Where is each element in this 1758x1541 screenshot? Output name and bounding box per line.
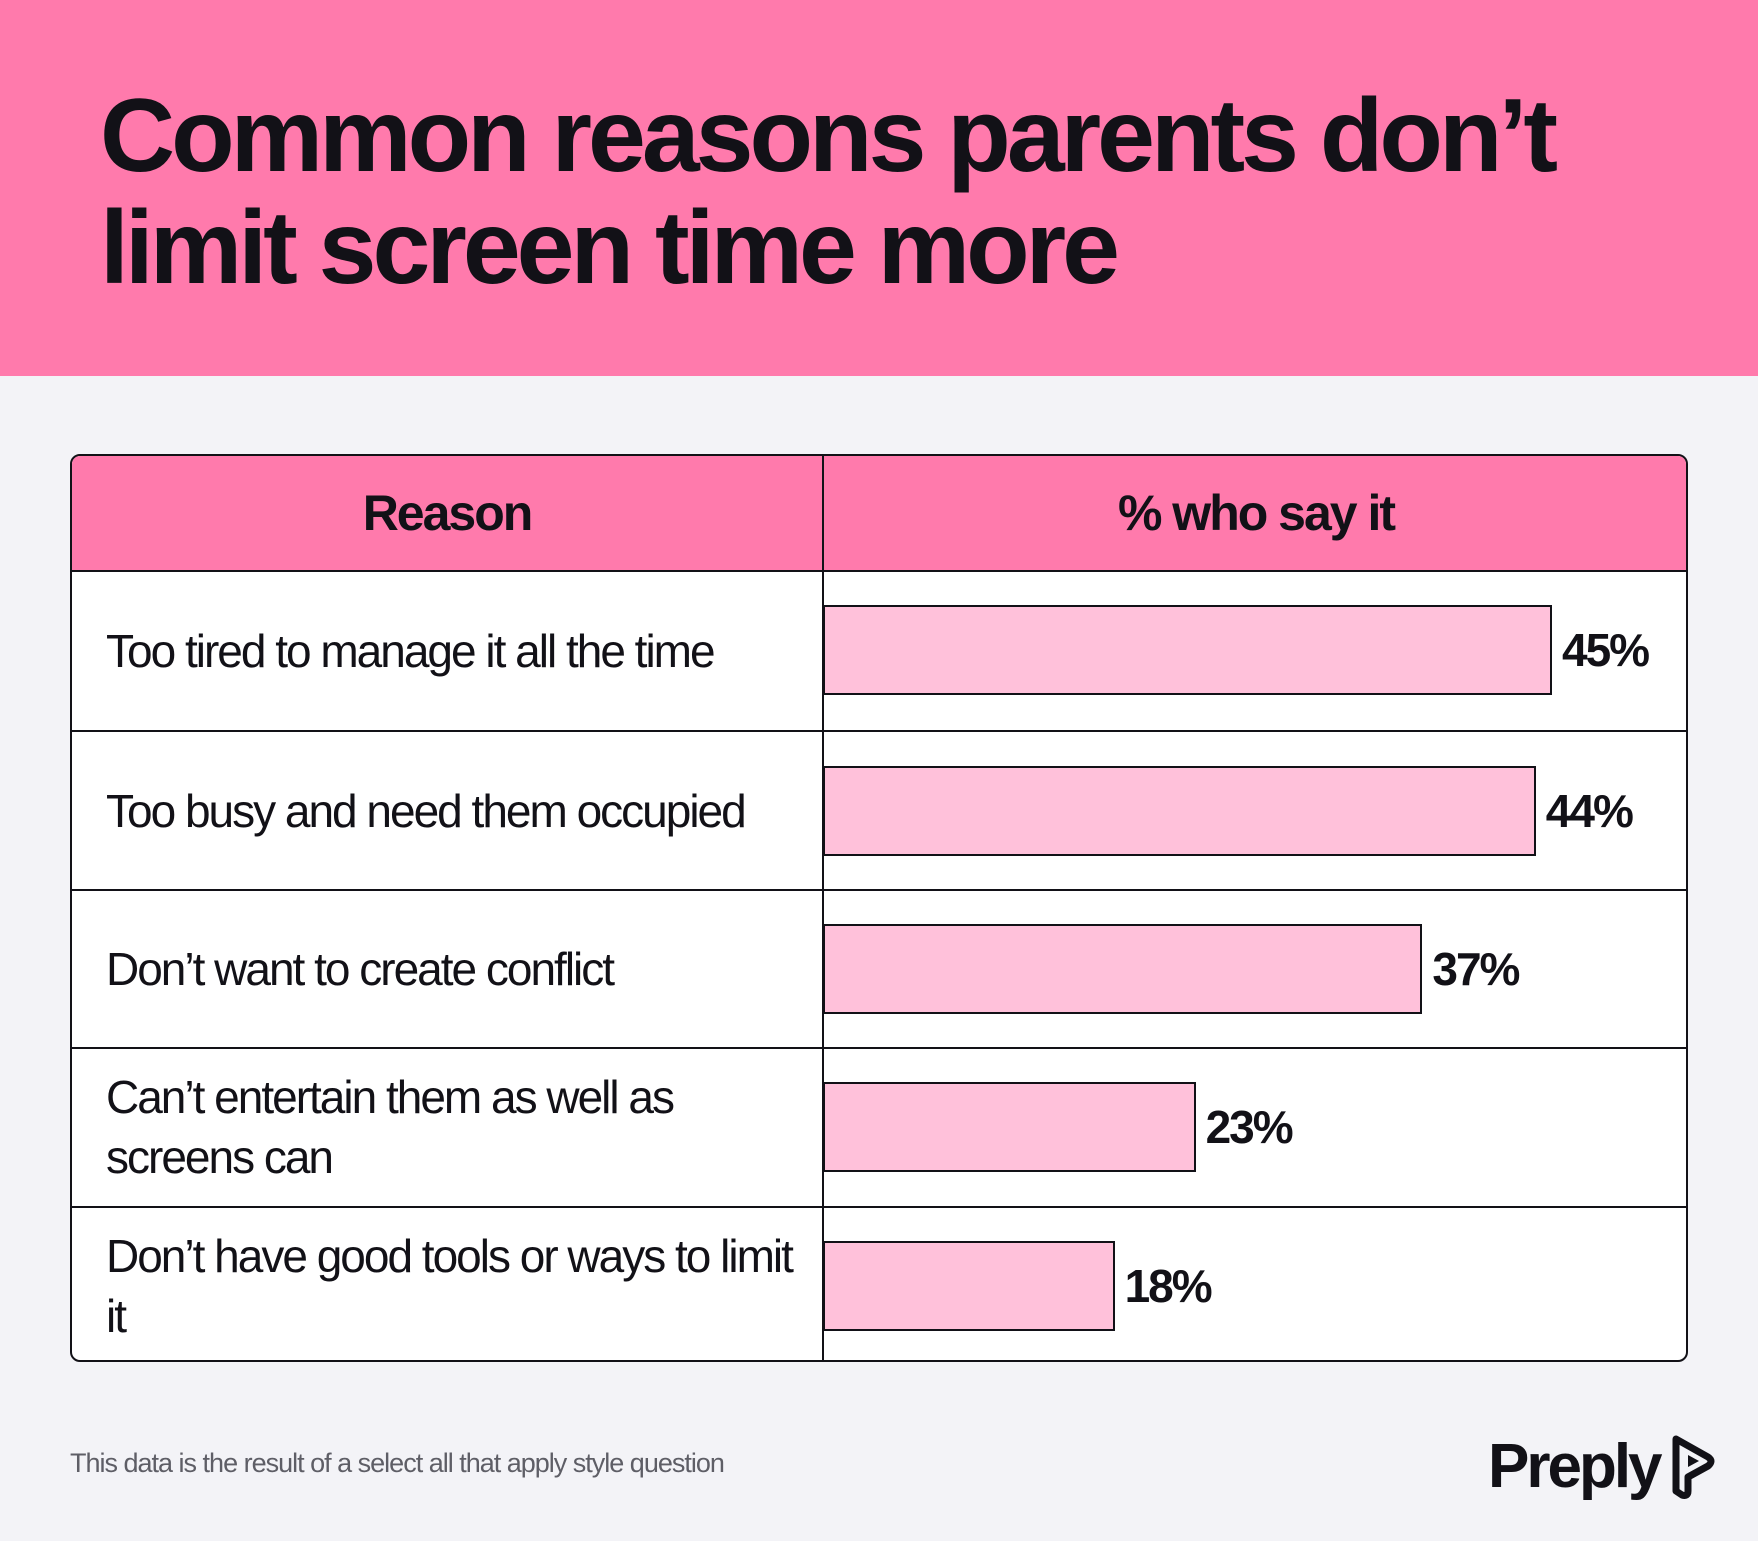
table-row: Too busy and need them occupied 44% bbox=[72, 730, 1686, 888]
reason-label: Too tired to manage it all the time bbox=[106, 625, 716, 678]
reason-label: Don’t have good tools or ways to limit i… bbox=[106, 1229, 794, 1342]
table-header-row: Reason % who say it bbox=[72, 456, 1686, 572]
bar bbox=[823, 1082, 1196, 1173]
reason-label: Don’t want to create conflict bbox=[106, 942, 615, 995]
table-row: Don’t have good tools or ways to limit i… bbox=[72, 1205, 1686, 1360]
bar bbox=[823, 765, 1536, 856]
data-table: Reason % who say it Too tired to manage … bbox=[70, 454, 1688, 1362]
reason-label: Too busy and need them occupied bbox=[106, 784, 747, 837]
chart-title: Common reasons parents don’t limit scree… bbox=[100, 78, 1558, 306]
brand-logo: Preply bbox=[1488, 1426, 1716, 1506]
table-row: Too tired to manage it all the time 45% bbox=[72, 572, 1686, 730]
bar-value-label: 37% bbox=[1432, 942, 1520, 995]
table-row: Can’t entertain them as well as screens … bbox=[72, 1047, 1686, 1205]
preply-logo-icon bbox=[1672, 1435, 1715, 1499]
bar-value-label: 45% bbox=[1562, 624, 1650, 677]
bar bbox=[823, 605, 1552, 696]
bar-value-label: 18% bbox=[1124, 1259, 1213, 1312]
bar-value-label: 44% bbox=[1545, 784, 1634, 837]
footnote: This data is the result of a select all … bbox=[70, 1448, 725, 1478]
header-reason: Reason bbox=[362, 485, 534, 541]
table-row: Don’t want to create conflict 37% bbox=[72, 888, 1686, 1047]
reason-label: Can’t entertain them as well as screens … bbox=[106, 1071, 675, 1184]
bar bbox=[823, 1240, 1115, 1331]
header-percent: % who say it bbox=[1117, 485, 1396, 541]
bar bbox=[823, 923, 1423, 1014]
bar-value-label: 23% bbox=[1205, 1101, 1294, 1154]
brand-name: Preply bbox=[1488, 1431, 1663, 1501]
header-banner: Common reasons parents don’t limit scree… bbox=[0, 0, 1758, 376]
column-divider bbox=[822, 456, 824, 1360]
